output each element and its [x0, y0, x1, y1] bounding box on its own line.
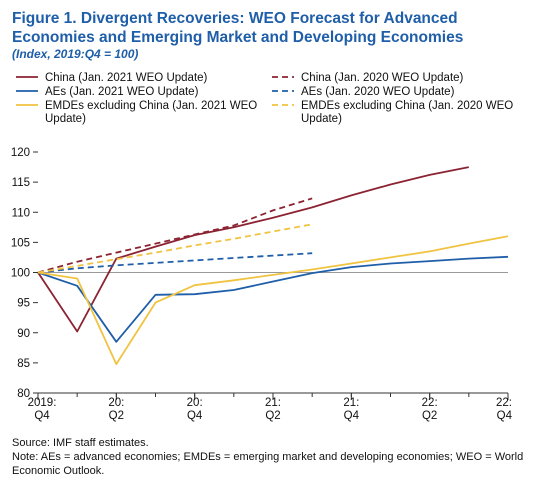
y-tick-label: 95 — [17, 298, 30, 310]
line-chart: China (Jan. 2021 WEO Update) China (Jan. … — [11, 72, 513, 422]
x-tick-label: Q2 — [265, 410, 280, 422]
x-tick-label: Q2 — [109, 410, 124, 422]
x-tick-label: Q2 — [422, 410, 437, 422]
y-tick-label: 80 — [17, 388, 30, 400]
series-line-2 — [37, 255, 509, 343]
y-tick-label: 100 — [11, 268, 30, 280]
y-tick-label: 120 — [11, 147, 30, 159]
legend-label-5: Update) — [301, 113, 342, 125]
series-line-1 — [37, 197, 313, 274]
chart-legend: China (Jan. 2021 WEO Update) China (Jan. … — [16, 72, 513, 125]
x-tick-label: 20: — [108, 397, 124, 409]
series-line-4 — [37, 235, 509, 366]
legend-label-0: China (Jan. 2021 WEO Update) — [45, 72, 208, 84]
source-note: Source: IMF staff estimates. — [12, 437, 149, 449]
abbreviation-note: Note: AEs = advanced economies; EMDEs = … — [12, 451, 524, 477]
legend-label-1: China (Jan. 2020 WEO Update) — [301, 72, 464, 84]
x-tick-label: 21: — [343, 397, 359, 409]
x-tick-label: 22: — [496, 397, 512, 409]
legend-label-3: AEs (Jan. 2020 WEO Update) — [301, 86, 455, 98]
x-tick-label: 22: — [422, 397, 438, 409]
x-tick-label: Q4 — [187, 410, 203, 422]
y-tick-label: 105 — [11, 237, 30, 249]
x-tick-label: Q4 — [497, 410, 513, 422]
figure-notes: Source: IMF staff estimates. Note: AEs =… — [12, 436, 537, 478]
y-tick-label: 110 — [12, 207, 30, 219]
figure-subtitle: (Index, 2019:Q4 = 100) — [12, 47, 139, 61]
series-line-5 — [37, 223, 313, 274]
legend-label-4: EMDEs excluding China (Jan. 2021 WEO — [45, 100, 257, 112]
series-line-0 — [37, 166, 469, 333]
x-tick-label: 21: — [265, 397, 281, 409]
legend-label-2: AEs (Jan. 2021 WEO Update) — [45, 86, 199, 98]
x-tick-label: 20: — [187, 397, 203, 409]
y-tick-label: 90 — [17, 328, 30, 340]
series-line-3 — [37, 252, 313, 274]
y-tick-label: 115 — [12, 177, 30, 189]
plot-area: 808590951001051101151202019:Q420:Q220:Q4… — [11, 147, 513, 422]
x-tick-label: 2019: — [28, 397, 57, 409]
legend-label-5: EMDEs excluding China (Jan. 2020 WEO — [301, 100, 513, 112]
figure-title: Figure 1. Divergent Recoveries: WEO Fore… — [12, 10, 464, 46]
legend-label-4: Update) — [45, 113, 86, 125]
x-tick-label: Q4 — [344, 410, 360, 422]
y-tick-label: 85 — [17, 358, 30, 370]
x-tick-label: Q4 — [34, 410, 50, 422]
